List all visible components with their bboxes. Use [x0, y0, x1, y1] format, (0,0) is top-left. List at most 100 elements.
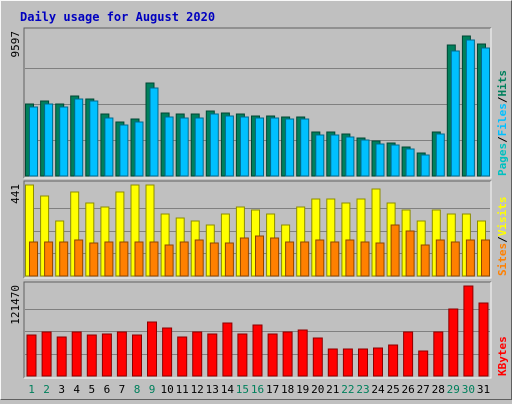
x-tick-label: 25 [386, 383, 399, 396]
bar-files-day-12 [194, 117, 204, 177]
bar-files-day-13 [209, 113, 219, 177]
bar-sites-day-5 [89, 242, 99, 277]
x-tick-label: 30 [462, 383, 475, 396]
x-tick-label: 19 [296, 383, 309, 396]
bar-files-day-27 [420, 154, 430, 177]
bar-files-day-5 [89, 100, 99, 177]
bar-sites-day-7 [119, 241, 129, 277]
bar-kbytes-day-26 [403, 331, 414, 377]
bar-sites-day-17 [270, 237, 280, 277]
bar-sites-day-31 [481, 239, 490, 277]
bar-kbytes-day-22 [342, 348, 353, 377]
bar-sites-day-18 [285, 241, 295, 277]
bar-kbytes-day-28 [433, 331, 444, 377]
bar-sites-day-11 [179, 241, 189, 277]
panel-border-light [24, 181, 492, 279]
panel-visits-sites: 441 Sites/Visits [9, 180, 509, 279]
x-tick-label: 13 [206, 383, 219, 396]
x-tick-label: 22 [341, 383, 354, 396]
panel-legend: Pages/Files/Hits [496, 70, 509, 176]
bar-files-day-21 [330, 134, 340, 177]
bar-files-day-26 [405, 148, 415, 177]
bar-sites-day-26 [405, 230, 415, 277]
bar-sites-day-16 [255, 235, 264, 277]
bar-kbytes-day-4 [71, 331, 82, 377]
bar-sites-day-13 [209, 242, 219, 277]
bar-files-day-28 [435, 133, 445, 177]
bar-files-day-8 [134, 121, 144, 177]
x-tick-label: 7 [119, 383, 126, 396]
bar-files-day-3 [59, 106, 69, 177]
x-tick-label: 26 [401, 383, 414, 396]
x-tick-label: 17 [266, 383, 279, 396]
panel-max-label: 121470 [9, 285, 22, 325]
bar-sites-day-20 [315, 239, 325, 277]
bar-sites-day-1 [29, 241, 38, 277]
x-tick-label: 20 [311, 383, 324, 396]
bar-files-day-19 [300, 118, 310, 177]
bar-kbytes-day-18 [282, 331, 293, 377]
bar-kbytes-day-13 [207, 333, 218, 377]
bar-kbytes-day-10 [162, 327, 173, 377]
x-tick-label: 14 [221, 383, 235, 396]
bar-kbytes-day-31 [478, 302, 489, 377]
bar-sites-day-4 [74, 239, 84, 277]
x-tick-label: 28 [432, 383, 445, 396]
bar-files-day-16 [255, 117, 264, 177]
panel-border-dark [23, 27, 491, 178]
panel-border-dark [23, 180, 491, 278]
bar-kbytes-day-11 [177, 336, 188, 377]
legend-separator: / [496, 236, 509, 243]
bar-kbytes-day-12 [192, 331, 203, 377]
bar-kbytes-day-8 [132, 334, 142, 377]
bar-files-day-23 [360, 139, 370, 177]
bar-sites-day-6 [104, 241, 114, 277]
bar-sites-day-21 [330, 241, 340, 277]
panel-max-label: 9597 [9, 31, 22, 58]
x-tick-label: 16 [251, 383, 264, 396]
chart-title: Daily usage for August 2020 [20, 10, 215, 24]
bar-sites-day-28 [435, 239, 445, 277]
bar-kbytes-day-16 [252, 324, 263, 377]
bar-sites-day-30 [465, 239, 475, 277]
bar-kbytes-day-14 [222, 322, 233, 377]
panel-border-dark [23, 281, 491, 378]
bar-sites-day-8 [134, 241, 144, 277]
panel-max-label: 441 [9, 184, 22, 204]
bar-sites-day-14 [224, 242, 234, 277]
bar-sites-day-15 [239, 237, 249, 277]
bar-sites-day-29 [450, 241, 460, 277]
bar-sites-day-2 [44, 241, 54, 277]
bar-kbytes-day-29 [448, 308, 459, 377]
bar-sites-day-3 [59, 241, 69, 277]
bar-kbytes-day-21 [327, 348, 338, 377]
bar-sites-day-24 [375, 242, 385, 277]
x-tick-label: 15 [236, 383, 249, 396]
bar-files-day-17 [270, 117, 280, 177]
panel-kbytes: 121470 KBytes [9, 281, 509, 379]
x-tick-label: 5 [88, 383, 95, 396]
panel-border-light [24, 28, 492, 179]
x-tick-label: 9 [149, 383, 156, 396]
bar-files-day-11 [179, 117, 189, 177]
bar-sites-day-10 [164, 244, 174, 277]
x-tick-label: 27 [417, 383, 430, 396]
legend-hits: Hits [496, 70, 509, 97]
legend-sites: Sites [496, 243, 509, 276]
bar-kbytes-day-24 [373, 347, 383, 377]
bar-files-day-20 [315, 134, 325, 177]
bar-files-day-29 [450, 50, 460, 177]
x-tick-label: 23 [356, 383, 369, 396]
bar-sites-day-25 [390, 224, 400, 277]
bar-files-day-31 [481, 47, 490, 177]
bar-sites-day-27 [420, 244, 430, 277]
bar-files-day-7 [119, 124, 129, 177]
bar-kbytes-day-6 [101, 333, 112, 377]
bar-files-day-14 [224, 115, 234, 177]
x-tick-label: 6 [104, 383, 111, 396]
bar-files-day-22 [345, 136, 355, 177]
panel-hits-files-pages: 9597 Pages/Files/Hits [9, 27, 509, 179]
x-tick-label: 4 [73, 383, 80, 396]
